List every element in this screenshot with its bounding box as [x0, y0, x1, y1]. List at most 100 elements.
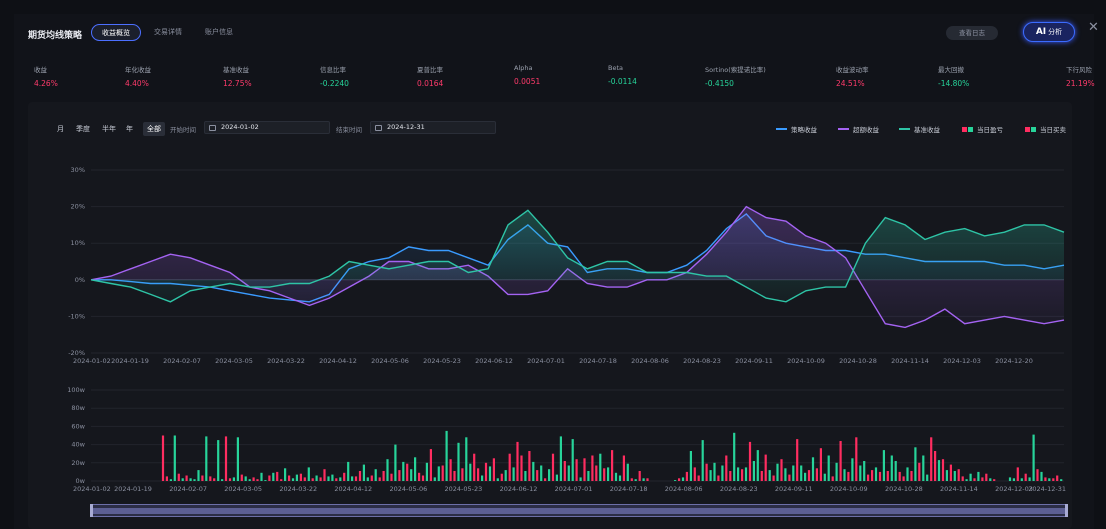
x-tick-label: 2024-07-18: [579, 357, 617, 365]
bar: [748, 441, 752, 481]
end-date-label: 结束时间: [336, 126, 362, 134]
bar: [1008, 477, 1012, 481]
bar: [291, 478, 295, 481]
bar: [221, 479, 224, 481]
x-tick-label: 2024-10-09: [830, 485, 868, 493]
bar: [331, 474, 334, 481]
y-tick-label: -10%: [68, 312, 85, 320]
start-date-input[interactable]: 2024-01-02: [204, 121, 330, 134]
bar: [386, 459, 389, 481]
bar: [394, 444, 397, 481]
bar: [851, 458, 854, 482]
metric-4: 夏普比率 0.0164: [417, 64, 443, 88]
bar: [421, 475, 425, 481]
bar: [335, 478, 338, 481]
bar: [362, 464, 365, 481]
bar: [843, 469, 846, 481]
bar: [555, 474, 558, 481]
bar: [949, 464, 952, 481]
bar: [815, 468, 818, 481]
legend-swatch: [1031, 126, 1036, 132]
period-4[interactable]: 全部: [143, 122, 165, 136]
tab-trade-details[interactable]: 交易详情: [154, 28, 182, 36]
tab-account-info[interactable]: 账户信息: [205, 28, 233, 36]
bar: [1060, 479, 1063, 481]
bar: [1036, 469, 1039, 481]
bar: [473, 453, 476, 481]
x-tick-label: 2024-03-22: [267, 357, 305, 365]
bar: [784, 468, 787, 481]
bar: [697, 475, 700, 481]
legend-label: 超额收益: [853, 126, 879, 134]
bar: [603, 468, 606, 481]
bar: [500, 473, 503, 481]
chart-canvas: 30%20%10%0%-10%-20%2024-01-02 2024-01-19 2…: [67, 166, 1066, 493]
zoom-handle-start[interactable]: [90, 504, 93, 517]
bar: [548, 469, 551, 481]
bar: [402, 461, 405, 481]
metric-5: Alpha 0.0051: [514, 64, 540, 86]
legend-item-3[interactable]: 当日盈亏: [962, 124, 1003, 134]
metric-label: 夏普比率: [417, 66, 443, 74]
metric-label: 收益: [34, 66, 47, 74]
legend-item-1[interactable]: 超额收益: [838, 124, 879, 134]
x-tick-label: 2024-08-23: [720, 485, 758, 493]
zoom-handle-end[interactable]: [1065, 504, 1068, 517]
bar: [457, 442, 460, 481]
legend-item-2[interactable]: 基准收益: [899, 124, 940, 134]
bar: [689, 451, 692, 481]
metric-value: 24.51%: [836, 79, 865, 88]
metric-value: 4.40%: [125, 79, 149, 88]
bar: [1048, 478, 1051, 481]
period-1[interactable]: 季度: [76, 125, 90, 133]
data-zoom-range: [92, 508, 1066, 514]
bar: [492, 458, 495, 482]
bar: [595, 465, 598, 481]
close-icon[interactable]: ✕: [1088, 20, 1099, 35]
bar: [804, 472, 807, 481]
page-title: 期货均线策略: [28, 31, 83, 41]
bar: [1052, 478, 1055, 481]
legend-item-4[interactable]: 当日买卖: [1025, 124, 1066, 134]
bar: [918, 462, 921, 481]
x-tick-label: 2024-07-18: [610, 485, 648, 493]
legend-swatch: [962, 126, 967, 132]
period-2[interactable]: 半年: [102, 125, 116, 133]
x-tick-label: 2024-05-06: [389, 485, 427, 493]
bar: [646, 478, 649, 481]
bar: [209, 476, 212, 481]
legend-label: 策略收益: [791, 126, 817, 134]
bar: [197, 470, 200, 481]
bar: [205, 436, 208, 481]
series-area-1: [91, 206, 1064, 328]
bar: [323, 469, 326, 481]
bar: [626, 463, 629, 481]
bar: [559, 436, 562, 481]
bar: [307, 467, 310, 481]
metric-3: 信息比率 -0.2240: [320, 64, 349, 88]
ai-analysis-button[interactable]: AI 分析: [1023, 22, 1075, 42]
bar: [425, 462, 428, 481]
bar: [1040, 471, 1043, 481]
bar: [733, 432, 736, 481]
period-0[interactable]: 月: [57, 125, 64, 133]
bar: [634, 479, 637, 481]
bar: [776, 463, 779, 481]
bar: [674, 480, 677, 481]
metric-2: 基准收益 12.75%: [223, 64, 252, 88]
end-date-input[interactable]: 2024-12-31: [370, 121, 496, 134]
bar: [248, 479, 251, 481]
view-log-button[interactable]: 查看日志: [946, 26, 998, 40]
bar: [173, 435, 176, 481]
legend-item-0[interactable]: 策略收益: [776, 124, 817, 134]
bar: [536, 470, 539, 481]
bar: [567, 465, 570, 481]
metric-value: 12.75%: [223, 79, 252, 88]
bar: [977, 471, 980, 481]
bar: [622, 455, 625, 481]
bar: [741, 469, 744, 481]
period-3[interactable]: 年: [126, 125, 133, 133]
data-zoom-slider[interactable]: [90, 504, 1068, 517]
tab-overview[interactable]: 收益概览: [91, 24, 141, 41]
bar: [575, 459, 578, 481]
